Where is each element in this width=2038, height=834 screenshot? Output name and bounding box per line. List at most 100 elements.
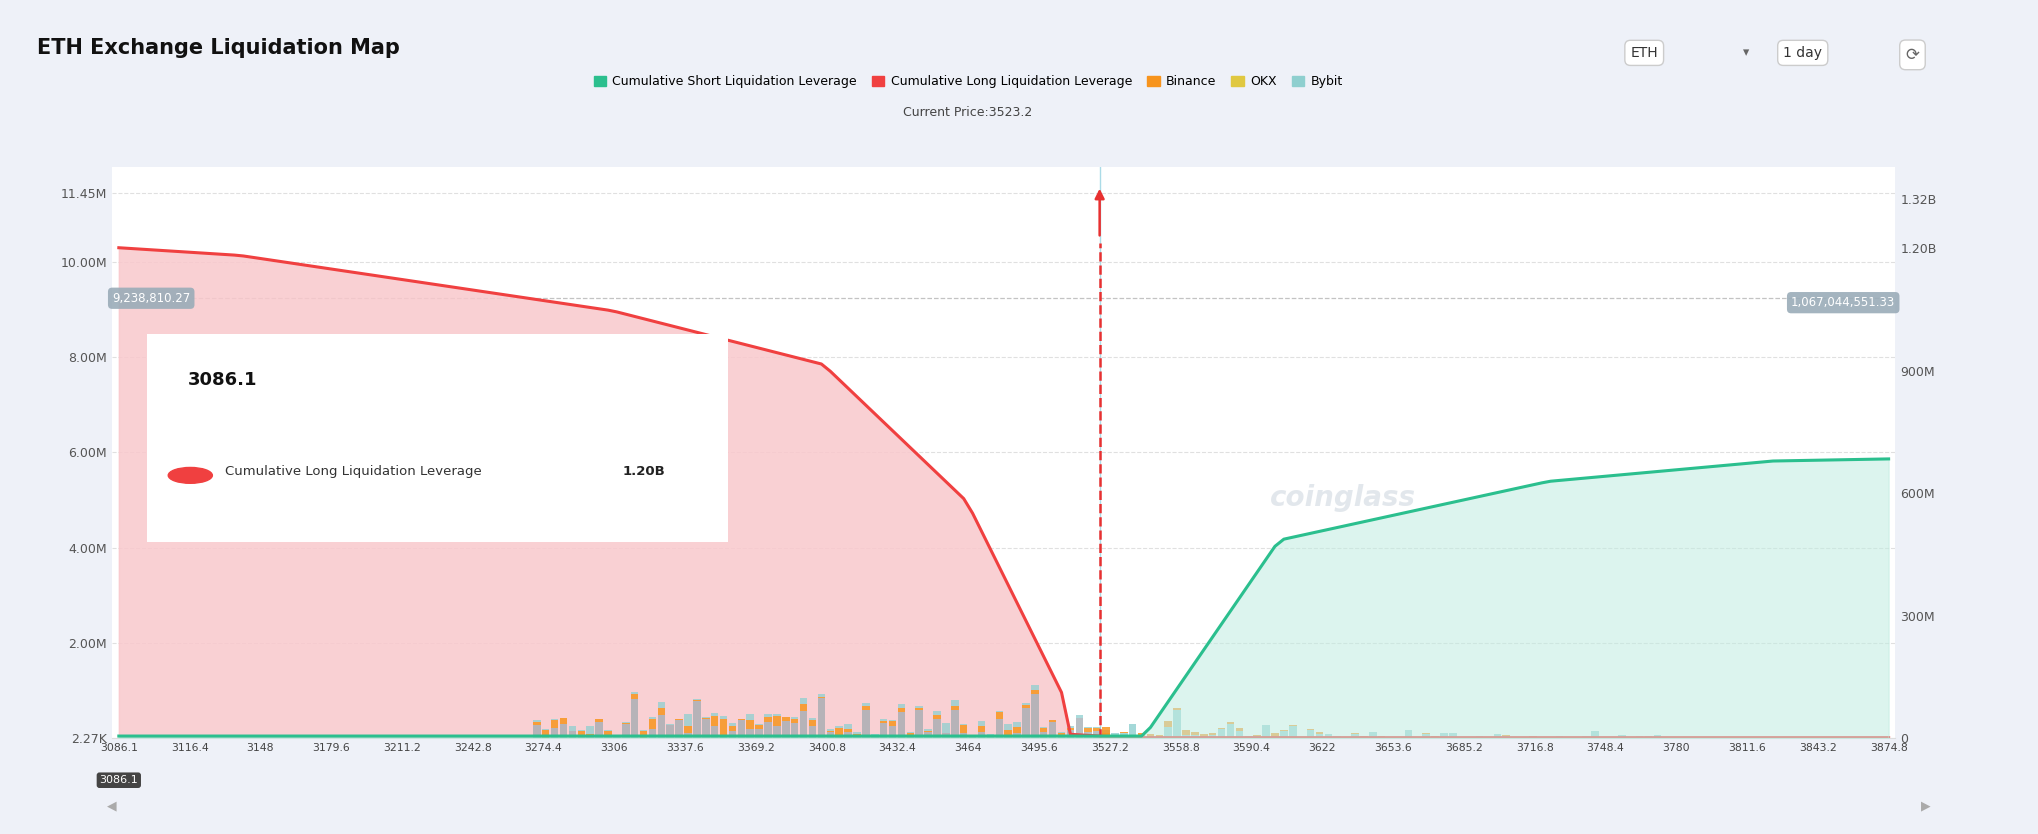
Bar	[1164, 726, 1172, 738]
Bar	[764, 714, 772, 716]
Bar	[738, 719, 746, 720]
Bar	[1343, 737, 1349, 738]
Bar	[870, 736, 878, 737]
Bar	[960, 733, 968, 738]
Bar	[1066, 728, 1074, 730]
Bar	[1013, 733, 1021, 738]
Bar	[1023, 703, 1029, 705]
Bar	[1306, 730, 1315, 738]
Bar	[791, 723, 799, 738]
Bar	[925, 732, 931, 738]
Bar	[870, 734, 878, 736]
Bar	[632, 700, 638, 738]
Bar	[1164, 721, 1172, 726]
Bar	[1031, 685, 1039, 691]
Bar	[719, 736, 728, 738]
Bar	[1147, 734, 1154, 738]
Bar	[1066, 726, 1074, 728]
Bar	[854, 736, 860, 738]
Bar	[783, 717, 789, 721]
Bar	[836, 726, 844, 728]
Bar	[595, 719, 603, 722]
Bar	[889, 726, 897, 738]
Bar	[613, 735, 622, 736]
Bar	[587, 736, 593, 738]
Text: 1,067,044,551.33: 1,067,044,551.33	[1791, 296, 1895, 309]
Text: ETH Exchange Liquidation Map: ETH Exchange Liquidation Map	[37, 38, 399, 58]
Bar	[1494, 735, 1502, 738]
Bar	[1653, 735, 1661, 738]
Text: ◀: ◀	[108, 799, 116, 812]
Text: ▶: ▶	[1922, 799, 1930, 812]
Bar	[1031, 691, 1039, 694]
Bar	[1076, 718, 1082, 738]
Bar	[783, 721, 789, 738]
Bar	[560, 725, 567, 738]
Bar	[1272, 733, 1278, 736]
Bar	[613, 736, 622, 737]
Bar	[827, 729, 834, 731]
Bar	[1066, 730, 1074, 738]
Bar	[809, 720, 817, 726]
Bar	[1121, 731, 1127, 733]
Bar	[1190, 732, 1198, 735]
Bar	[648, 729, 656, 738]
Bar	[756, 729, 762, 738]
Bar	[658, 702, 664, 708]
Bar	[603, 730, 611, 731]
Bar	[1272, 736, 1278, 738]
Bar	[799, 711, 807, 738]
Bar	[854, 734, 860, 736]
Bar	[889, 720, 897, 721]
Bar	[772, 716, 781, 726]
Bar	[1076, 716, 1082, 718]
Bar	[1031, 694, 1039, 738]
Bar	[791, 716, 799, 719]
Bar	[1005, 725, 1013, 730]
Bar	[550, 721, 558, 728]
Text: ETH: ETH	[1630, 46, 1659, 60]
Bar	[693, 700, 701, 701]
Bar	[942, 732, 950, 733]
Bar	[1370, 732, 1376, 738]
Bar	[719, 716, 728, 720]
Bar	[603, 731, 611, 736]
Bar	[952, 706, 958, 710]
Bar	[978, 721, 984, 726]
Bar	[1039, 732, 1048, 738]
Bar	[836, 736, 844, 738]
Bar	[1039, 728, 1048, 732]
Bar	[817, 694, 825, 696]
Bar	[1449, 733, 1457, 738]
Bar	[1592, 731, 1600, 738]
Bar	[809, 718, 817, 720]
Bar	[1476, 736, 1484, 738]
Text: coinglass: coinglass	[1270, 485, 1416, 512]
Bar	[1039, 727, 1048, 728]
Bar	[648, 720, 656, 729]
Text: Cumulative Long Liquidation Leverage: Cumulative Long Liquidation Leverage	[224, 465, 481, 478]
Bar	[995, 712, 1003, 719]
Bar	[1618, 735, 1626, 738]
Bar	[995, 719, 1003, 738]
Bar	[907, 733, 915, 735]
Bar	[844, 729, 852, 732]
Bar	[1520, 737, 1528, 738]
Bar	[817, 696, 825, 698]
Bar	[550, 728, 558, 738]
Bar	[960, 725, 968, 733]
Bar	[1502, 736, 1510, 738]
Bar	[701, 719, 709, 738]
Bar	[1581, 736, 1590, 738]
Bar	[862, 703, 870, 706]
Bar	[719, 720, 728, 736]
Bar	[1359, 736, 1367, 737]
Bar	[730, 723, 736, 726]
Bar	[1512, 737, 1518, 738]
Bar	[1457, 737, 1465, 738]
Bar	[791, 719, 799, 723]
Bar	[603, 736, 611, 738]
Bar	[952, 710, 958, 738]
Bar	[693, 701, 701, 738]
Bar	[595, 722, 603, 738]
